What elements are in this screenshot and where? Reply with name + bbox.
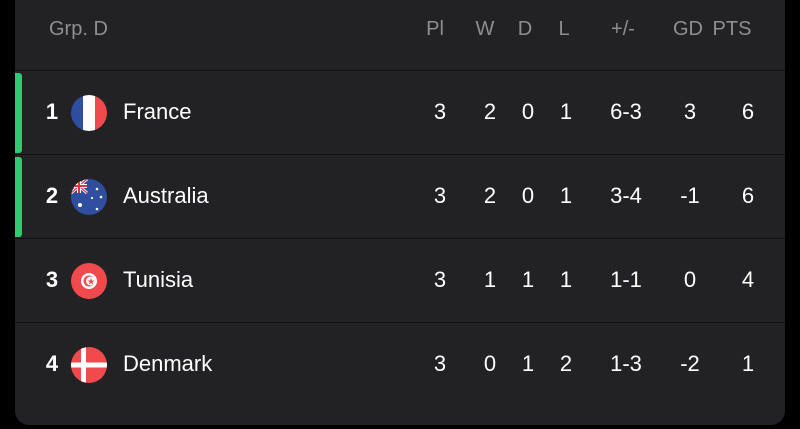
stat-w: 2 (483, 183, 497, 208)
qualification-indicator (15, 157, 22, 237)
stat-gd: 3 (683, 99, 697, 124)
team-name: Australia (123, 183, 209, 208)
team-name: Tunisia (123, 267, 194, 292)
stat-goals: 6-3 (610, 99, 642, 124)
col-goal-diff: GD (673, 18, 703, 40)
qualification-indicator (15, 73, 22, 153)
denmark-flag-icon (71, 347, 107, 383)
position: 3 (45, 267, 59, 292)
position: 1 (45, 99, 59, 124)
tunisia-flag-icon (71, 263, 107, 299)
table-header: Grp. D Pl W D L +/- GD PTS (15, 0, 785, 70)
stat-pts: 1 (741, 351, 755, 376)
stat-pl: 3 (433, 267, 447, 292)
stat-gd: 0 (683, 267, 697, 292)
stat-l: 1 (559, 183, 573, 208)
stat-pl: 3 (433, 351, 447, 376)
stat-goals: 1-3 (610, 351, 642, 376)
stat-w: 2 (483, 99, 497, 124)
group-title: Grp. D (49, 18, 108, 40)
col-played: Pl (426, 18, 444, 40)
stat-d: 1 (521, 267, 535, 292)
stat-l: 1 (559, 99, 573, 124)
stat-goals: 1-1 (610, 267, 642, 292)
group-table: Grp. D Pl W D L +/- GD PTS 1 France 3 2 0 1 6-… (15, 0, 785, 425)
stat-d: 0 (521, 183, 535, 208)
stat-pts: 6 (741, 99, 755, 124)
stat-d: 0 (521, 99, 535, 124)
col-won: W (475, 18, 495, 40)
stat-pts: 6 (741, 183, 755, 208)
position: 4 (45, 351, 59, 376)
col-points: PTS (712, 18, 752, 40)
stat-w: 1 (483, 267, 497, 292)
stat-l: 2 (559, 351, 573, 376)
stat-gd: -1 (680, 183, 700, 208)
stat-goals: 3-4 (610, 183, 642, 208)
team-name: France (123, 99, 192, 124)
stat-w: 0 (483, 351, 497, 376)
col-drawn: D (517, 18, 533, 40)
stat-pts: 4 (741, 267, 755, 292)
australia-flag-icon (71, 179, 107, 215)
table-row[interactable]: 3 Tunisia 3 1 1 1 1-1 0 4 (15, 238, 785, 323)
table-row[interactable]: 4 Denmark 3 0 1 2 1-3 -2 1 (15, 322, 785, 407)
france-flag-icon (71, 95, 107, 131)
team-name: Denmark (123, 351, 213, 376)
stat-l: 1 (559, 267, 573, 292)
position: 2 (45, 183, 59, 208)
col-lost: L (558, 18, 570, 40)
stat-pl: 3 (433, 183, 447, 208)
table-row[interactable]: 2 Australia 3 2 0 1 3-4 -1 6 (15, 154, 785, 239)
stat-pl: 3 (433, 99, 447, 124)
stat-gd: -2 (680, 351, 700, 376)
table-row[interactable]: 1 France 3 2 0 1 6-3 3 6 (15, 70, 785, 155)
col-goals: +/- (611, 18, 635, 40)
stat-d: 1 (521, 351, 535, 376)
